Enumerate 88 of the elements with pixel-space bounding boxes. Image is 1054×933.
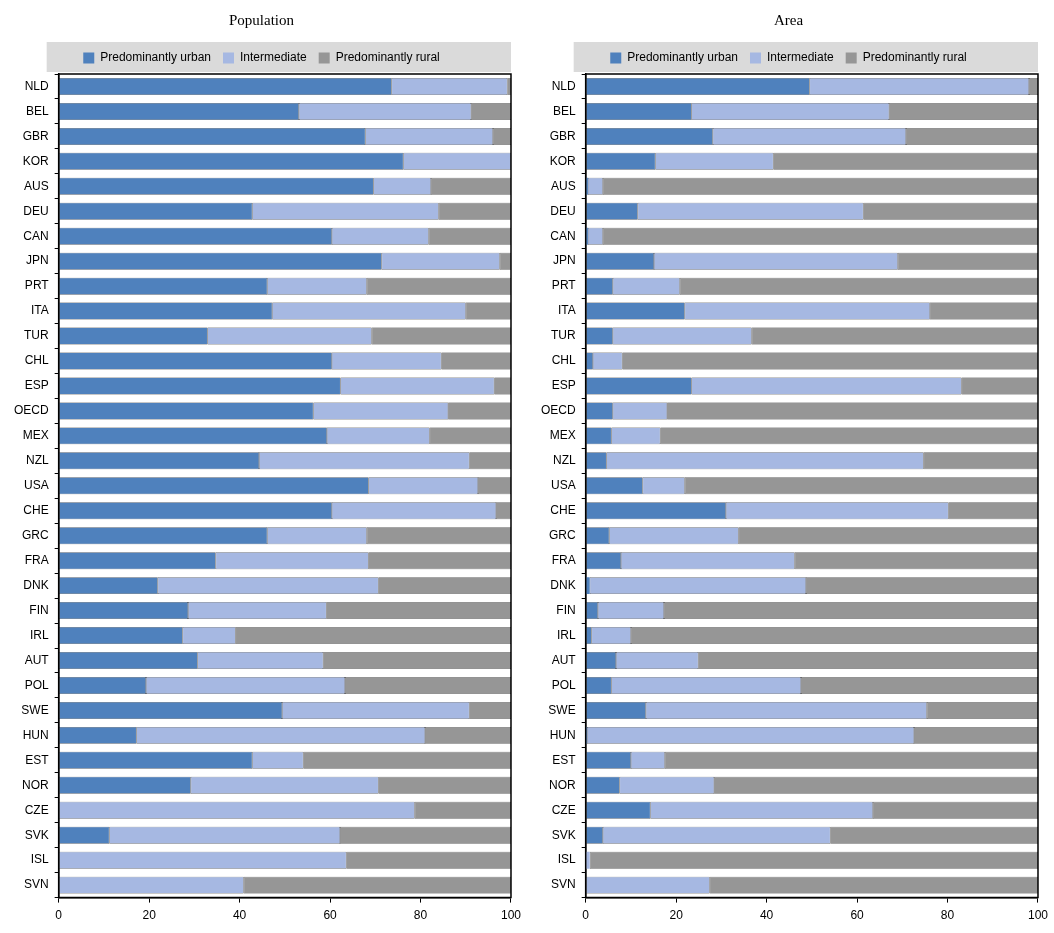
y-tick-label: NOR	[549, 777, 576, 792]
legend-label: Predominantly urban	[100, 50, 211, 65]
y-tick-label: IRL	[29, 627, 49, 642]
y-tick-label: CZE	[24, 802, 49, 817]
y-tick-label: EST	[552, 752, 577, 767]
y-tick-label: SVN	[23, 877, 49, 892]
bar	[586, 577, 590, 595]
x-tick-label: 60	[850, 908, 865, 923]
y-tick-label: DNK	[550, 577, 576, 592]
y-tick-label: USA	[23, 478, 49, 493]
y-tick-label: EST	[25, 752, 50, 767]
y-tick-label: CHL	[551, 353, 576, 368]
y-tick-label: SVK	[551, 827, 576, 842]
y-tick-label: NZL	[26, 453, 49, 468]
x-tick-label: 0	[55, 908, 63, 923]
y-tick-label: OECD	[14, 403, 49, 418]
legend-label: Predominantly rural	[335, 50, 440, 65]
legend-label: Intermediate	[239, 50, 308, 65]
bar	[586, 851, 590, 869]
y-tick-label: CAN	[23, 228, 49, 243]
y-tick-label: FIN	[29, 602, 49, 617]
y-tick-label: PRT	[24, 278, 50, 293]
y-tick-label: MEX	[22, 428, 49, 443]
y-tick-label: GBR	[22, 128, 49, 143]
legend-label: Intermediate	[766, 50, 835, 65]
y-tick-label: ISL	[557, 852, 576, 867]
y-tick-label: HUN	[22, 727, 49, 742]
y-tick-label: ESP	[551, 378, 576, 393]
y-tick-label: SVN	[550, 877, 576, 892]
y-tick-label: BEL	[552, 103, 576, 118]
y-tick-label: DEU	[23, 203, 49, 218]
y-tick-label: FRA	[24, 552, 49, 567]
x-tick-label: 80	[940, 908, 955, 923]
y-tick-label: NOR	[22, 777, 49, 792]
y-tick-label: SWE	[21, 702, 49, 717]
y-tick-label: CHE	[23, 503, 49, 518]
y-tick-label: CZE	[551, 802, 576, 817]
chart-title: Population	[228, 11, 295, 28]
y-tick-label: SWE	[548, 702, 576, 717]
y-tick-label: JPN	[553, 253, 576, 268]
y-tick-label: HUN	[549, 727, 576, 742]
y-tick-label: AUT	[551, 652, 577, 667]
y-tick-label: PRT	[551, 278, 577, 293]
y-tick-label: DEU	[550, 203, 576, 218]
x-tick-label: 60	[323, 908, 338, 923]
y-tick-label: CHE	[550, 503, 576, 518]
y-tick-label: AUS	[23, 178, 49, 193]
y-tick-label: ITA	[30, 303, 49, 318]
y-tick-label: TUR	[551, 328, 576, 343]
y-tick-label: OECD	[541, 403, 576, 418]
x-tick-label: 80	[413, 908, 428, 923]
y-tick-label: AUT	[24, 652, 50, 667]
y-tick-label: GRC	[22, 528, 49, 543]
y-tick-label: ITA	[557, 303, 576, 318]
y-tick-label: POL	[551, 677, 576, 692]
x-tick-label: 100	[500, 908, 522, 923]
y-tick-label: JPN	[26, 253, 49, 268]
y-tick-label: NLD	[551, 78, 576, 93]
y-tick-label: BEL	[25, 103, 49, 118]
x-tick-label: 20	[142, 908, 157, 923]
y-tick-label: USA	[550, 478, 576, 493]
y-tick-label: GBR	[549, 128, 576, 143]
y-tick-label: ISL	[30, 852, 49, 867]
y-tick-label: KOR	[22, 153, 49, 168]
legend-label: Predominantly urban	[627, 50, 738, 65]
x-tick-label: 40	[232, 908, 247, 923]
y-tick-label: DNK	[23, 577, 49, 592]
y-tick-label: MEX	[549, 428, 576, 443]
x-tick-label: 100	[1027, 908, 1049, 923]
y-tick-label: ESP	[24, 378, 49, 393]
y-tick-label: SVK	[24, 827, 49, 842]
y-tick-label: KOR	[549, 153, 576, 168]
y-tick-label: GRC	[549, 528, 576, 543]
y-tick-label: TUR	[24, 328, 49, 343]
y-tick-label: FIN	[556, 602, 576, 617]
y-tick-label: CHL	[24, 353, 49, 368]
y-tick-label: FRA	[551, 552, 576, 567]
y-tick-label: NLD	[24, 78, 49, 93]
x-tick-label: 0	[582, 908, 590, 923]
y-tick-label: AUS	[550, 178, 576, 193]
y-tick-label: IRL	[556, 627, 576, 642]
y-tick-label: POL	[24, 677, 49, 692]
x-tick-label: 20	[669, 908, 684, 923]
chart-title: Area	[773, 11, 804, 28]
x-tick-label: 40	[759, 908, 774, 923]
legend-label: Predominantly rural	[862, 50, 967, 65]
y-tick-label: CAN	[550, 228, 576, 243]
y-tick-label: NZL	[553, 453, 576, 468]
